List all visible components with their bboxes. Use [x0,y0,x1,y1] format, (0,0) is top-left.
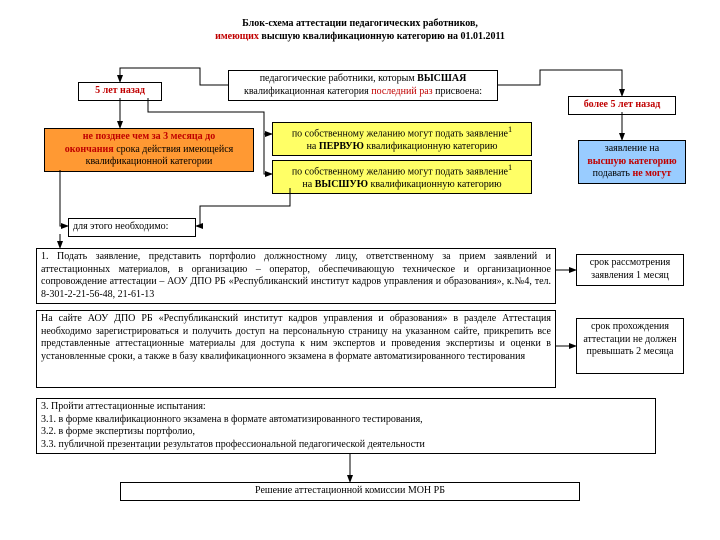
side2-text: срок прохождения аттестации не должен пр… [583,321,676,357]
or-l1a: не позднее чем за 3 месяца до [83,131,215,142]
y2-l2b: ВЫСШУЮ [315,179,368,190]
need-text: для этого необходимо: [73,221,168,232]
tc-l2a: квалификационная категория [244,86,371,97]
y1-l2a: на [307,141,319,152]
y2-sup: 1 [508,163,512,172]
title-line2-rest: высшую квалификационную категорию на 01.… [259,31,505,42]
bl-l1: заявление на [605,143,659,154]
step1-text: 1. Подать заявление, представить портфол… [41,251,551,300]
s3l4: 3.3. публичной презентации результатов п… [41,439,425,450]
final-text: Решение аттестационной комиссии МОН РБ [255,485,445,496]
y2-l2a: на [302,179,314,190]
orange-deadline-box: не позднее чем за 3 месяца до окончания … [44,128,254,172]
step2-text: На сайте АОУ ДПО РБ «Республиканский инс… [41,313,551,362]
tc-l2c: присвоена: [433,86,482,97]
y1-l1: по собственному желанию могут подать зая… [292,128,508,139]
step2-box: На сайте АОУ ДПО РБ «Республиканский инс… [36,310,556,388]
left-5years-box: 5 лет назад [78,82,162,101]
s3l3: 3.2. в форме экспертизы портфолио, [41,426,195,437]
left5-text: 5 лет назад [95,85,145,96]
tc-l1b: ВЫСШАЯ [417,73,466,84]
y1-l2b: ПЕРВУЮ [319,141,364,152]
tc-l2b: последний раз [371,86,432,97]
tc-l1a: педагогические работники, которым [260,73,417,84]
side-review-time-box: срок рассмотрения заявления 1 месяц [576,254,684,286]
right5-text: более 5 лет назад [584,99,661,110]
yellow-highest-category-box: по собственному желанию могут подать зая… [272,160,532,194]
s3l1: 3. Пройти аттестационные испытания: [41,401,206,412]
bl-l3b: не могут [632,168,671,179]
title-line2-red: имеющих [215,31,259,42]
bl-l2: высшую категорию [587,156,676,167]
step1-box: 1. Подать заявление, представить портфол… [36,248,556,304]
or-l1b: окончания [65,144,114,155]
y1-l2c: квалификационную категорию [364,141,498,152]
side-duration-box: срок прохождения аттестации не должен пр… [576,318,684,374]
s3l2: 3.1. в форме квалификационного экзамена … [41,414,423,425]
yellow-first-category-box: по собственному желанию могут подать зая… [272,122,532,156]
side1-text: срок рассмотрения заявления 1 месяц [590,257,671,281]
bl-l3a: подавать [593,168,633,179]
top-center-box: педагогические работники, которым ВЫСШАЯ… [228,70,498,101]
right-5years-box: более 5 лет назад [568,96,676,115]
y2-l2c: квалификационную категорию [368,179,502,190]
title-line1: Блок-схема аттестации педагогических раб… [242,18,478,29]
blue-cannot-apply-box: заявление на высшую категорию подавать н… [578,140,686,184]
title-block: Блок-схема аттестации педагогических раб… [0,18,720,43]
y1-sup: 1 [508,125,512,134]
need-box: для этого необходимо: [68,218,196,237]
y2-l1: по собственному желанию могут подать зая… [292,166,508,177]
final-decision-box: Решение аттестационной комиссии МОН РБ [120,482,580,501]
step3-box: 3. Пройти аттестационные испытания: 3.1.… [36,398,656,454]
